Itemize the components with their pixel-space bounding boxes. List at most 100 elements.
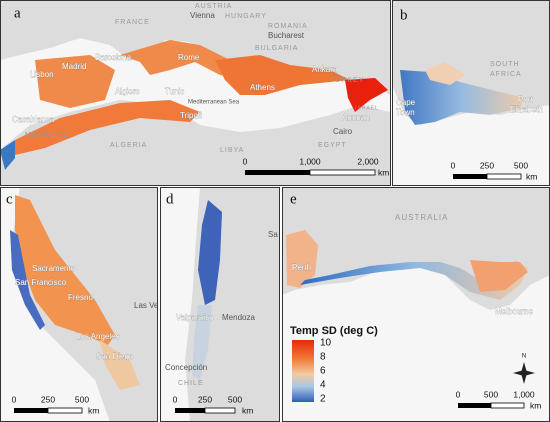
scale-label: 0 <box>243 156 248 166</box>
place-label: Vienna <box>190 11 215 20</box>
scale-label: 0 <box>12 394 17 404</box>
place-label: ALGERIA <box>110 142 147 149</box>
place-label: Fresno <box>68 293 93 302</box>
zone <box>15 195 115 345</box>
place-label: Cairo <box>333 127 353 136</box>
zone <box>300 260 528 300</box>
scale-label: 1,000 <box>513 389 535 399</box>
panel-frame <box>0 0 391 186</box>
legend-tick-label: 10 <box>320 338 332 349</box>
scale-bar <box>458 403 491 408</box>
place-label: Los Angeles <box>76 332 120 341</box>
legend-title: Temp SD (deg C) <box>290 325 378 337</box>
scale-label: 1,000 <box>299 156 321 166</box>
panel-b: b SOUTH AFRICA Cape Town Port Elizabeth … <box>392 0 550 186</box>
place-label: Tunis <box>165 87 184 96</box>
zone <box>400 70 525 125</box>
zone <box>198 200 222 305</box>
panel-letter: c <box>6 191 13 207</box>
scale-label: 0 <box>456 389 461 399</box>
scale-bar <box>47 407 83 414</box>
place-label: Perth <box>292 263 311 272</box>
scale-bar <box>14 408 48 413</box>
legend: Temp SD (deg C) 10 8 6 4 2 <box>290 325 378 405</box>
scale-unit: km <box>378 167 389 177</box>
panel-letter: b <box>400 7 408 23</box>
scale-bar <box>309 169 376 176</box>
panel-a: a FRANCE AUSTRIA Vienna HUNGARY ROMANIA … <box>0 0 391 186</box>
scale-bar <box>490 402 525 409</box>
panel-letter: a <box>14 5 21 21</box>
place-label: San Diego <box>96 352 134 361</box>
scale-label: 500 <box>484 389 498 399</box>
place-label: AUSTRALIA <box>395 213 448 222</box>
place-label: Mendoza <box>222 313 255 322</box>
north-arrow <box>513 362 535 384</box>
place-label: Lisbon <box>30 70 54 79</box>
scale-label: 250 <box>198 394 212 404</box>
place-label: Algiers <box>115 87 139 96</box>
place-label: Port <box>518 95 533 104</box>
place-label: San Francisco <box>15 278 67 287</box>
place-label: Mediterranean Sea <box>188 100 240 106</box>
iberia-zone <box>35 55 115 108</box>
place-label: Valparaíso <box>176 313 214 322</box>
zone <box>286 230 318 288</box>
place-label: Madrid <box>62 62 86 71</box>
place-label: Las Ve <box>134 301 159 310</box>
italy-zone <box>120 40 240 78</box>
panel-letter: d <box>166 191 174 207</box>
scale-label: 0 <box>451 160 456 170</box>
zone <box>10 230 45 330</box>
scale-unit: km <box>530 400 541 410</box>
panel-c: c Sacramento San Francisco Fresno Las Ve… <box>0 187 159 422</box>
zone <box>470 260 528 292</box>
place-label: ISRAEL <box>355 105 379 111</box>
place-label: Athens <box>250 83 275 92</box>
legend-tick-label: 4 <box>320 380 326 391</box>
place-label: ROMANIA <box>268 23 308 30</box>
scale-label: 250 <box>480 160 494 170</box>
scale-label: 2,000 <box>357 156 379 166</box>
place-label: FRANCE <box>115 19 150 26</box>
place-label: SOUTH <box>490 61 520 68</box>
north-arrow-label: N <box>522 354 526 360</box>
greece-turkey-zone <box>215 55 350 95</box>
scale-unit: km <box>242 405 253 415</box>
atlantic-zone <box>0 140 15 170</box>
place-label: EGYPT <box>318 142 347 149</box>
scale-label: 500 <box>514 160 528 170</box>
place-label: Bucharest <box>268 31 305 40</box>
place-label: Rome <box>178 53 200 62</box>
panel-letter: e <box>290 191 297 207</box>
zone <box>100 340 140 390</box>
scale-unit: km <box>526 171 537 181</box>
scale-label: 250 <box>41 394 55 404</box>
scale-label: 500 <box>228 394 242 404</box>
legend-color-ramp <box>292 340 314 402</box>
scale-bar <box>245 170 310 175</box>
legend-tick-label: 6 <box>320 366 326 377</box>
place-label: Elizabeth <box>510 105 543 114</box>
place-label: Casablanca <box>12 115 55 124</box>
panel-d: d Valparaíso Mendoza Concepción CHILE Sa… <box>160 187 280 422</box>
place-label: AUSTRIA <box>195 3 232 10</box>
scale-label: 0 <box>173 394 178 404</box>
place-label: HUNGARY <box>225 13 267 20</box>
zone <box>192 305 212 380</box>
legend-ticks: 10 8 6 4 2 <box>320 338 332 405</box>
place-label: AFRICA <box>490 71 522 78</box>
panel-e: e AUSTRALIA Perth Melbourne N 0 500 1,00… <box>282 187 550 422</box>
zone <box>425 62 465 85</box>
place-label: Town <box>396 108 415 117</box>
place-label: Cape <box>396 98 416 107</box>
place-label: Barcelona <box>95 53 132 62</box>
place-label: Sa <box>268 230 278 239</box>
legend-tick-label: 8 <box>320 352 326 363</box>
place-label: Amman <box>342 113 370 122</box>
scale-bar <box>175 408 205 413</box>
place-label: BULGARIA <box>255 45 298 52</box>
place-label: Ankara <box>312 65 338 74</box>
place-label: Sacramento <box>32 264 76 273</box>
scale-bar <box>453 174 487 179</box>
